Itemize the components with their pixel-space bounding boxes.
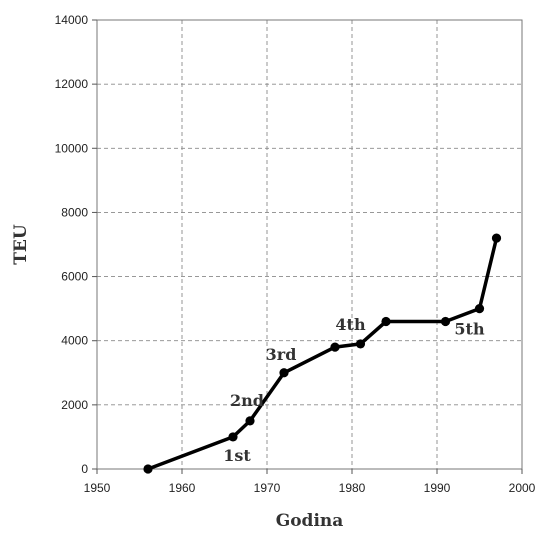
data-point xyxy=(279,368,289,378)
annotation-label: 2nd xyxy=(230,391,264,410)
annotation-layer: 1st 2nd 3rd 4th 5th xyxy=(223,315,485,465)
data-point xyxy=(355,339,366,349)
data-point xyxy=(381,316,391,327)
y-axis-title: TEU xyxy=(11,224,31,265)
x-axis-ticks: 1950 1960 1970 1980 1990 2000 xyxy=(84,469,536,495)
x-tick-label: 1960 xyxy=(169,481,196,495)
annotation-label: 3rd xyxy=(266,345,297,364)
y-tick-label: 12000 xyxy=(55,77,89,91)
series-layer xyxy=(143,233,502,474)
annotation-label: 5th xyxy=(454,320,485,339)
plot-frame xyxy=(96,19,523,470)
data-point xyxy=(474,304,485,314)
data-point xyxy=(228,432,238,442)
y-tick-label: 10000 xyxy=(55,141,89,155)
data-point xyxy=(330,342,340,352)
y-tick-label: 4000 xyxy=(61,334,88,348)
annotation-label: 1st xyxy=(223,446,251,465)
x-tick-label: 1970 xyxy=(254,481,281,495)
x-tick-label: 1990 xyxy=(424,481,451,495)
series-line xyxy=(146,236,499,471)
y-tick-label: 8000 xyxy=(61,205,88,219)
y-tick-label: 6000 xyxy=(61,270,88,284)
x-tick-label: 1950 xyxy=(84,481,111,495)
data-point xyxy=(491,233,502,243)
annotation-label: 4th xyxy=(335,315,366,334)
y-axis-ticks: 0 2000 4000 6000 8000 10000 12000 14000 xyxy=(55,13,97,476)
x-tick-label: 1980 xyxy=(339,481,366,495)
data-point xyxy=(143,464,153,474)
data-point xyxy=(245,416,255,426)
grid-lines xyxy=(97,20,522,469)
y-tick-label: 0 xyxy=(81,462,88,476)
y-tick-label: 2000 xyxy=(61,398,88,412)
y-tick-label: 14000 xyxy=(55,13,89,27)
x-tick-label: 2000 xyxy=(509,481,536,495)
x-axis-title: Godina xyxy=(276,511,344,531)
data-point xyxy=(440,316,451,327)
